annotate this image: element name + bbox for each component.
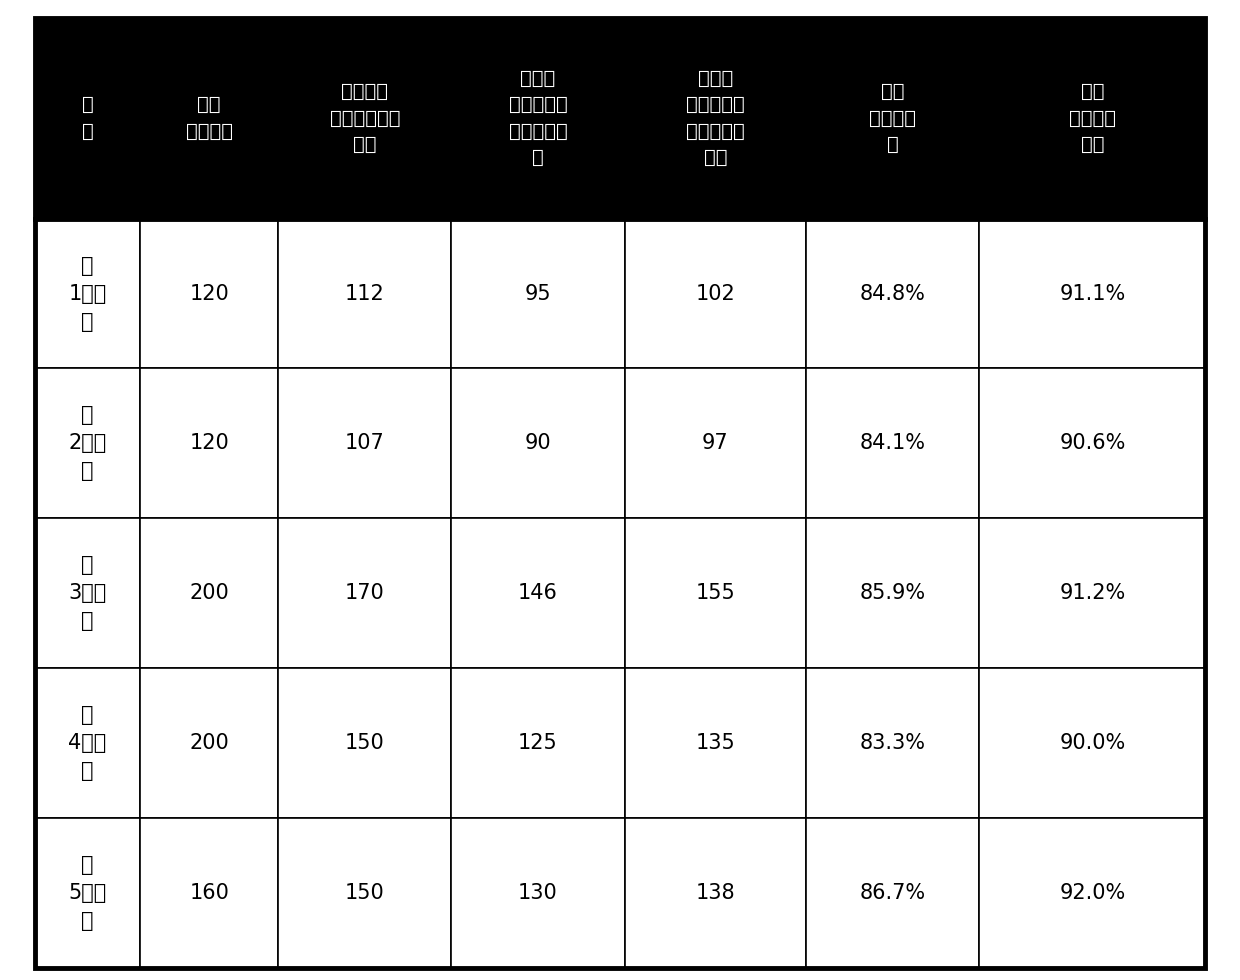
Bar [140,18,278,219]
Text: 确定为心
肌缺血个体的
数量: 确定为心 肌缺血个体的 数量 [330,82,401,154]
Text: 130: 130 [518,883,558,904]
Bar [35,518,140,668]
Text: 170: 170 [345,583,384,604]
Bar [35,219,140,368]
Bar [35,368,140,518]
Text: 92.0%: 92.0% [1059,883,1126,904]
Bar [806,18,980,219]
Bar [278,368,451,518]
Text: 160: 160 [190,883,229,904]
Bar [140,818,278,968]
Bar [625,518,806,668]
Text: 102: 102 [696,283,735,304]
Text: 85.9%: 85.9% [859,583,926,604]
Bar [625,818,806,968]
Text: 84.1%: 84.1% [859,433,926,454]
Bar [35,818,140,968]
Bar [35,18,140,219]
Bar [625,18,806,219]
Bar [140,219,278,368]
Bar [980,668,1205,818]
Text: 150: 150 [345,733,384,754]
Text: 138: 138 [696,883,735,904]
Bar [451,668,625,818]
Bar [980,518,1205,668]
Text: 155: 155 [696,583,735,604]
Text: 84.8%: 84.8% [859,283,926,304]
Text: 第
1次试
验: 第 1次试 验 [68,256,107,331]
Bar [980,368,1205,518]
Text: 86.7%: 86.7% [859,883,926,904]
Bar [451,219,625,368]
Text: 91.1%: 91.1% [1059,283,1126,304]
Bar [980,219,1205,368]
Bar [451,368,625,518]
Text: 90: 90 [525,433,552,454]
Text: 83.3%: 83.3% [859,733,926,754]
Bar [806,368,980,518]
Text: 加权重
指标表明心
肌缺血个体
数量: 加权重 指标表明心 肌缺血个体 数量 [686,69,745,168]
Text: 120: 120 [190,433,229,454]
Text: 146: 146 [518,583,558,604]
Text: 120: 120 [190,283,229,304]
Bar [451,518,625,668]
Text: 90.0%: 90.0% [1059,733,1126,754]
Text: 150: 150 [345,883,384,904]
Bar [140,368,278,518]
Bar [625,368,806,518]
Bar [625,668,806,818]
Bar [278,518,451,668]
Text: 91.2%: 91.2% [1059,583,1126,604]
Bar [278,818,451,968]
Text: 加权
重指标准
确率: 加权 重指标准 确率 [1069,82,1116,154]
Text: 单个
指标准确
率: 单个 指标准确 率 [869,82,916,154]
Text: 第
5次试
验: 第 5次试 验 [68,856,107,931]
Text: 编
号: 编 号 [82,95,93,141]
Bar [625,219,806,368]
Text: 第
3次试
验: 第 3次试 验 [68,556,107,631]
Text: 135: 135 [696,733,735,754]
Text: 单指标
表明心肌缺
血个体的数
量: 单指标 表明心肌缺 血个体的数 量 [508,69,568,168]
Bar [806,518,980,668]
Bar [278,18,451,219]
Bar [140,668,278,818]
Text: 90.6%: 90.6% [1059,433,1126,454]
Text: 第
4次试
验: 第 4次试 验 [68,706,107,781]
Bar [278,219,451,368]
Bar [806,668,980,818]
Text: 第
2次试
验: 第 2次试 验 [68,406,107,481]
Text: 107: 107 [345,433,384,454]
Text: 200: 200 [190,733,229,754]
Text: 112: 112 [345,283,384,304]
Bar [980,818,1205,968]
Bar [278,668,451,818]
Bar [451,818,625,968]
Bar [806,219,980,368]
Text: 97: 97 [702,433,729,454]
Text: 200: 200 [190,583,229,604]
Bar [451,18,625,219]
Text: 125: 125 [518,733,558,754]
Text: 待查
个体数量: 待查 个体数量 [186,95,233,141]
Bar [35,668,140,818]
Text: 95: 95 [525,283,552,304]
Bar [980,18,1205,219]
Bar [140,518,278,668]
Bar [806,818,980,968]
